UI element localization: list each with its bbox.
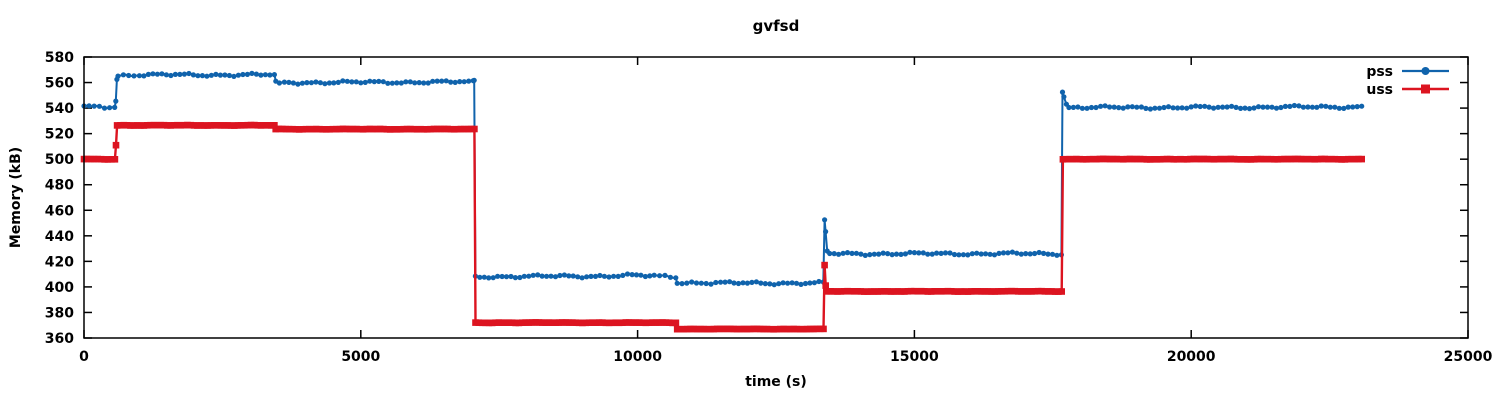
y-tick-label: 400 (45, 280, 74, 296)
legend-circle-marker-icon (1421, 67, 1430, 75)
x-tick-label: 0 (79, 349, 89, 365)
y-tick-label: 380 (45, 305, 74, 321)
legend-label-uss: uss (1366, 82, 1393, 98)
x-tick-label: 5000 (341, 349, 380, 365)
x-tick-label: 20000 (1167, 349, 1216, 365)
legend-item-pss: pss (1366, 64, 1449, 80)
y-tick-label: 480 (45, 178, 74, 194)
y-tick-label: 520 (45, 127, 74, 143)
series-pss-markers (81, 70, 1365, 288)
plot-border (83, 56, 1469, 339)
x-axis-label: time (s) (745, 374, 807, 390)
y-tick-label: 440 (45, 229, 74, 245)
x-tick-label: 15000 (890, 349, 939, 365)
legend-label-pss: pss (1366, 64, 1393, 80)
y-tick-label: 540 (45, 101, 74, 117)
axis-ticks (83, 56, 1469, 339)
series-uss (80, 121, 1365, 333)
tick-labels: 0 5000 10000 15000 20000 25000 360 380 400 420 440… (45, 50, 1493, 365)
y-tick-label: 500 (45, 152, 74, 168)
legend-square-marker-icon (1421, 84, 1430, 94)
series-pss (81, 70, 1365, 288)
y-tick-label: 420 (45, 254, 74, 270)
y-tick-label: 460 (45, 203, 74, 219)
x-tick-label: 25000 (1444, 349, 1493, 365)
legend-item-uss: uss (1366, 82, 1449, 98)
y-tick-label: 560 (45, 76, 74, 92)
legend: pss uss (1366, 64, 1449, 98)
x-tick-label: 10000 (613, 349, 662, 365)
y-tick-label: 360 (45, 331, 74, 347)
series-uss-markers (80, 121, 1365, 333)
series-uss-line (82, 123, 1363, 331)
y-axis-label: Memory (kB) (8, 147, 24, 248)
chart-title: gvfsd (753, 17, 800, 35)
y-tick-label: 580 (45, 50, 74, 66)
